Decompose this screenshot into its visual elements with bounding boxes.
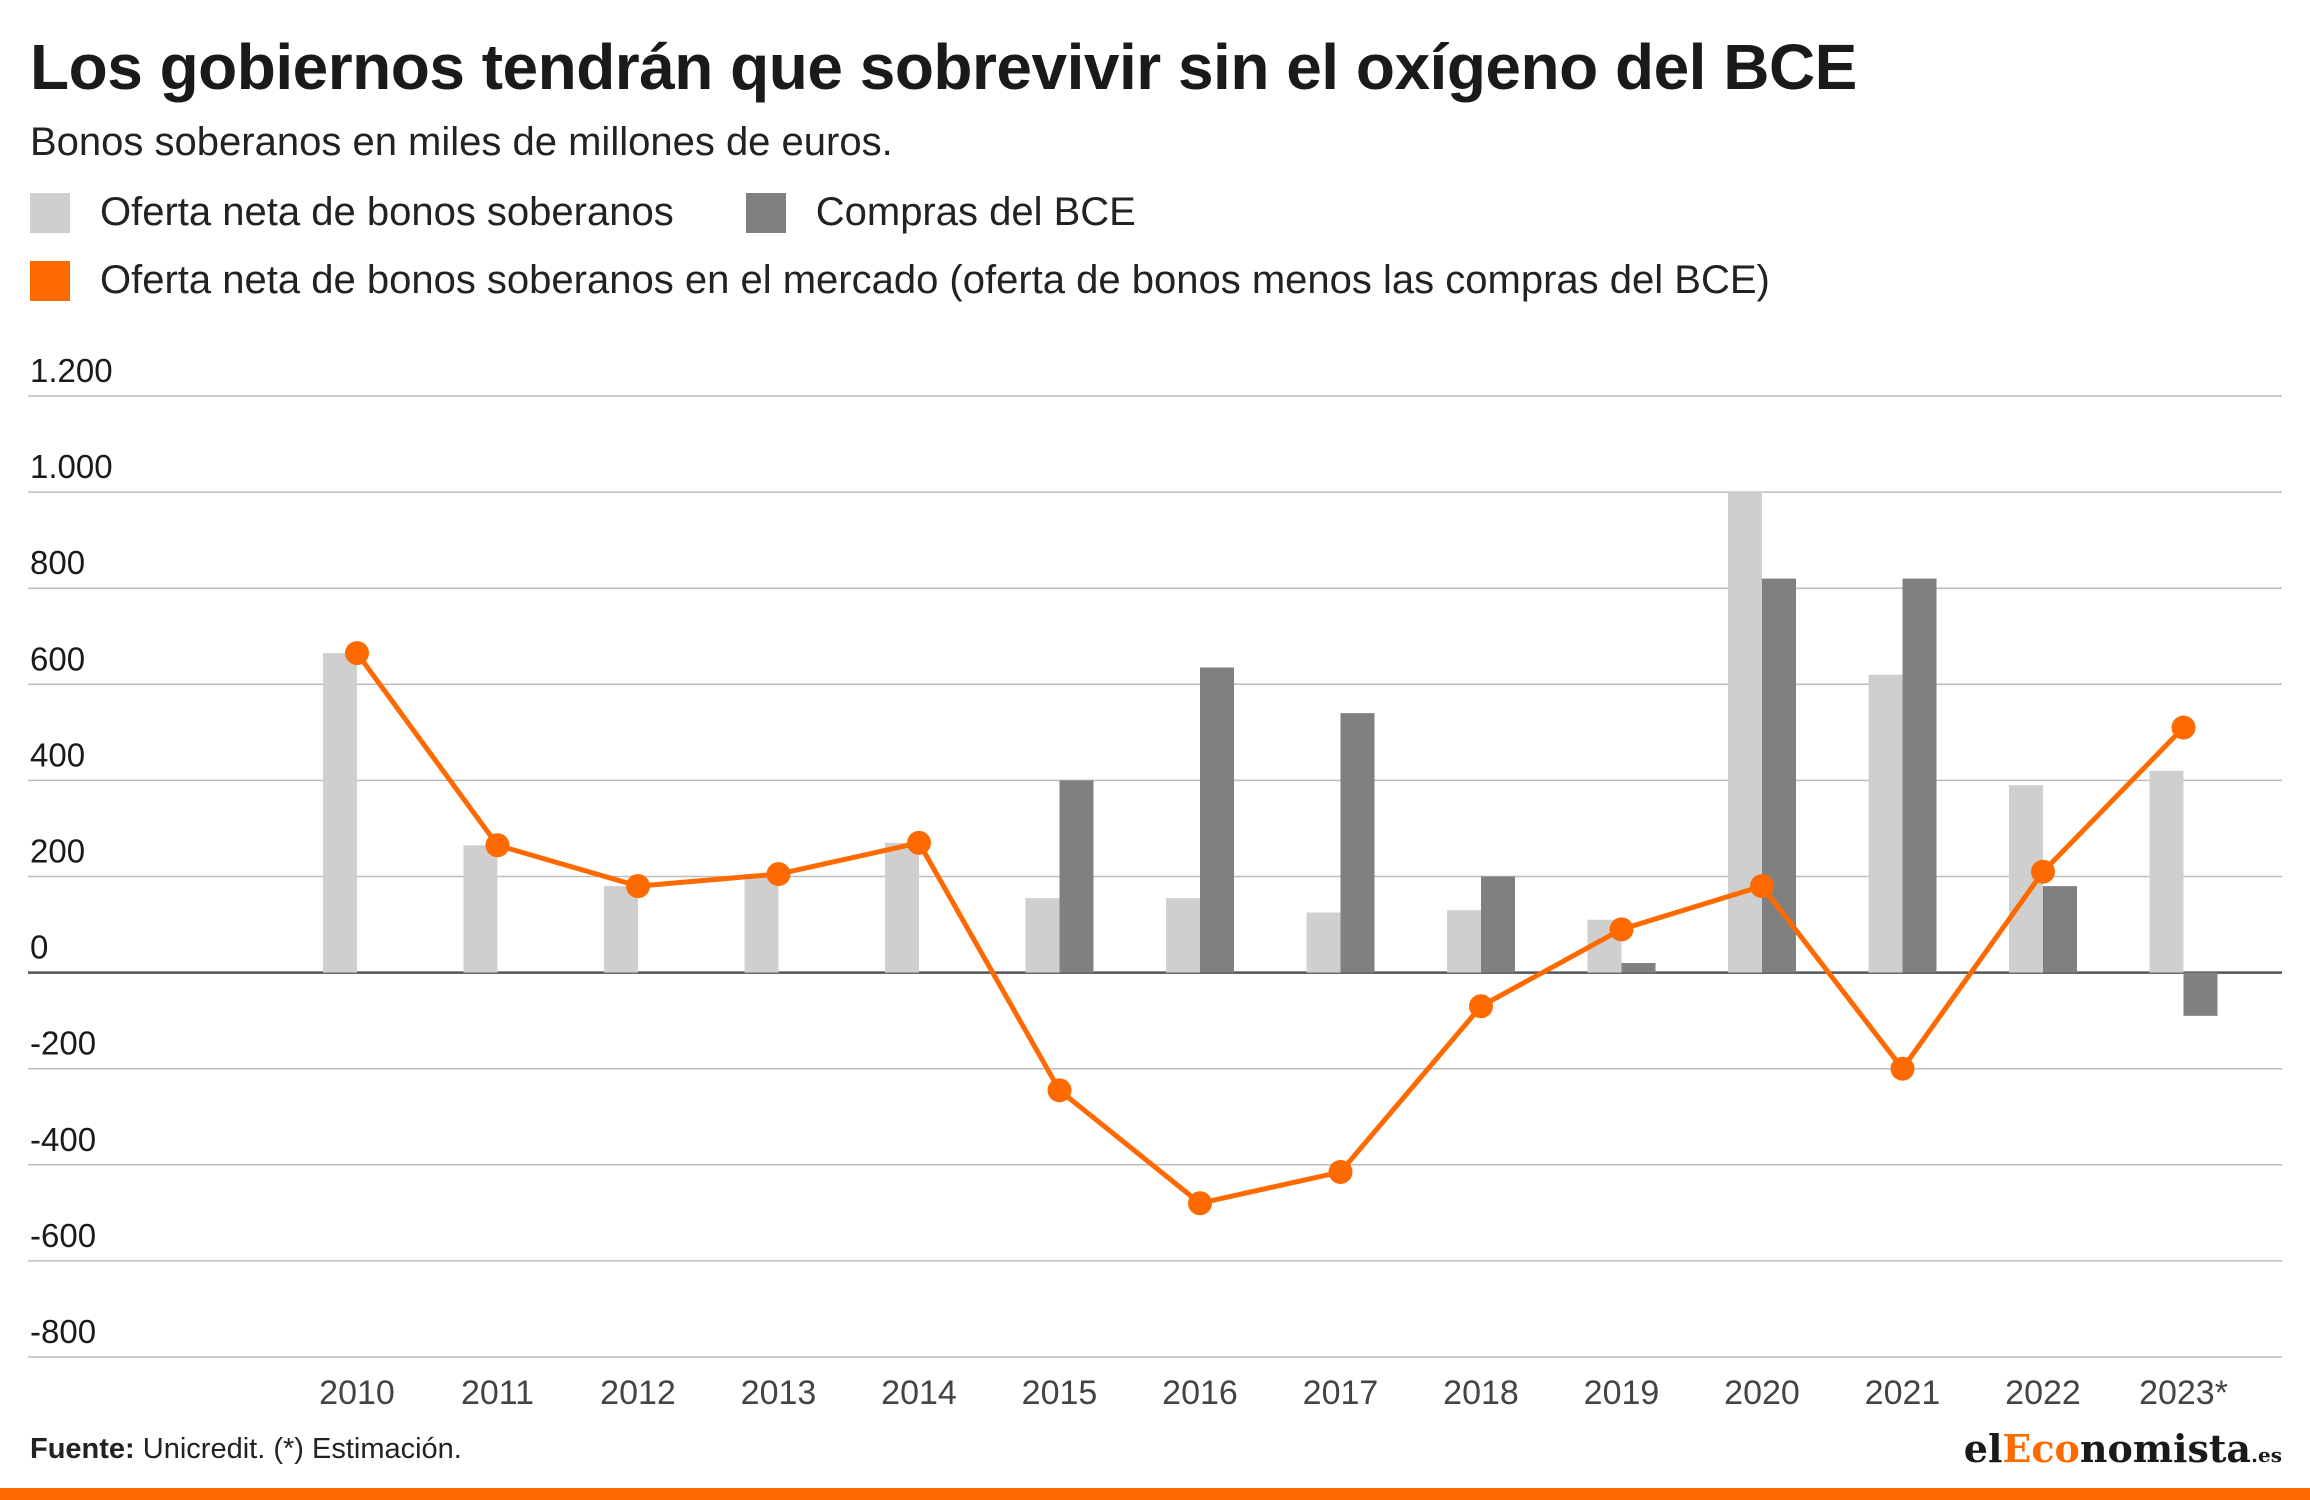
y-tick-label: 0	[30, 929, 48, 966]
y-tick-label: -200	[30, 1025, 96, 1062]
market-point	[485, 833, 510, 858]
chart-title: Los gobiernos tendrán que sobrevivir sin…	[30, 31, 1857, 103]
y-tick-label: 600	[30, 640, 85, 677]
legend-swatch-supply	[30, 192, 70, 233]
y-tick-label: 1.200	[30, 352, 113, 389]
market-point	[907, 830, 931, 855]
y-tick-label: -800	[30, 1313, 96, 1350]
market-point	[1188, 1191, 1212, 1216]
x-tick-label: 2020	[1724, 1374, 1800, 1412]
ecb-bar	[1621, 962, 1656, 973]
market-point	[1328, 1160, 1353, 1185]
supply-bar	[463, 845, 498, 973]
brand-logo: elEconomista.es	[1964, 1426, 2282, 1471]
x-tick-label: 2019	[1584, 1374, 1660, 1412]
market-point	[345, 641, 369, 666]
supply-bar	[2149, 770, 2184, 973]
y-axis-ticks: 1.200 1.000 800 600 400 200 0 -200 -400 -600 -800	[30, 352, 113, 1350]
market-point	[1469, 994, 1493, 1019]
legend-row-bars: Oferta neta de bonos soberanos Compras d…	[30, 190, 1208, 235]
y-tick-label: 400	[30, 736, 85, 773]
ecb-bar	[2183, 972, 2218, 1016]
y-tick-label: 200	[30, 833, 85, 870]
ecb-bar	[1200, 667, 1234, 973]
x-tick-label: 2012	[600, 1374, 676, 1412]
x-tick-label: 2010	[319, 1374, 395, 1412]
ecb-bar	[1481, 876, 1515, 973]
market-point	[1750, 874, 1774, 899]
market-point	[626, 874, 650, 899]
x-tick-label: 2017	[1303, 1374, 1379, 1412]
x-tick-label: 2018	[1443, 1374, 1519, 1412]
brand-tld: .es	[2251, 1443, 2282, 1467]
supply-bar	[1447, 910, 1481, 973]
legend-swatch-market	[30, 260, 70, 301]
market-point	[1890, 1056, 1915, 1081]
y-tick-label: 800	[30, 544, 85, 581]
source-text: Unicredit. (*) Estimación.	[134, 1433, 462, 1465]
source-note: Fuente: Unicredit. (*) Estimación.	[30, 1433, 462, 1466]
legend-label-supply: Oferta neta de bonos soberanos	[100, 190, 674, 234]
x-tick-label: 2015	[1022, 1374, 1098, 1412]
market-line-path	[354, 651, 2186, 1206]
x-tick-label: 2023*	[2139, 1374, 2228, 1412]
x-tick-label: 2011	[461, 1374, 534, 1412]
brand-rest: nomista	[2079, 1426, 2252, 1471]
supply-bar	[1025, 898, 1060, 973]
brand-prefix: el	[1963, 1426, 2003, 1471]
ecb-bar	[1340, 713, 1375, 973]
legend-swatch-ecb	[745, 192, 786, 233]
x-tick-label: 2013	[741, 1374, 817, 1412]
legend-row-line: Oferta neta de bonos soberanos en el mer…	[30, 258, 1842, 303]
supply-bar	[1306, 912, 1341, 973]
ecb-bar	[1059, 780, 1094, 973]
y-tick-label: -400	[30, 1121, 96, 1158]
legend-item-supply: Oferta neta de bonos soberanos	[30, 190, 674, 235]
supply-bar	[323, 653, 357, 973]
brand-accent: Eco	[2002, 1426, 2080, 1471]
y-tick-label: -600	[30, 1217, 96, 1254]
legend-label-market: Oferta neta de bonos soberanos en el mer…	[100, 258, 1770, 302]
market-point	[2171, 715, 2196, 740]
supply-bar	[604, 886, 638, 973]
legend-item-ecb: Compras del BCE	[745, 190, 1136, 235]
ecb-bar	[2043, 886, 2077, 973]
supply-bar	[885, 842, 919, 973]
ecb-bar	[1902, 578, 1937, 973]
supply-bar	[744, 874, 779, 973]
source-label: Fuente:	[30, 1433, 135, 1465]
ecb-bar	[1762, 578, 1796, 973]
x-tick-label: 2022	[2005, 1374, 2081, 1412]
supply-bar	[1728, 492, 1762, 973]
x-tick-label: 2016	[1162, 1374, 1238, 1412]
bars	[323, 492, 2218, 1016]
market-line	[345, 641, 2196, 1216]
legend-item-market: Oferta neta de bonos soberanos en el mer…	[30, 258, 1770, 303]
x-tick-label: 2021	[1865, 1374, 1941, 1412]
market-point	[1047, 1078, 1072, 1103]
x-tick-label: 2014	[881, 1374, 957, 1412]
bottom-accent-bar	[0, 1488, 2310, 1500]
supply-bar	[1166, 898, 1200, 973]
grid-lines	[28, 395, 2282, 1358]
x-axis-labels: 2010 2011 2012 2013 2014 2015 2016 2017 2018 2019…	[319, 1374, 2228, 1412]
market-point	[2031, 859, 2055, 884]
chart-subtitle: Bonos soberanos en miles de millones de …	[30, 120, 893, 164]
combo-chart: 1.2001.0008006004002000-200-400-600-800 …	[28, 352, 2282, 1412]
y-tick-label: 1.000	[30, 448, 113, 485]
supply-bar	[1868, 674, 1903, 973]
legend-label-ecb: Compras del BCE	[815, 190, 1136, 234]
market-point	[1609, 917, 1634, 942]
market-point	[766, 862, 791, 887]
